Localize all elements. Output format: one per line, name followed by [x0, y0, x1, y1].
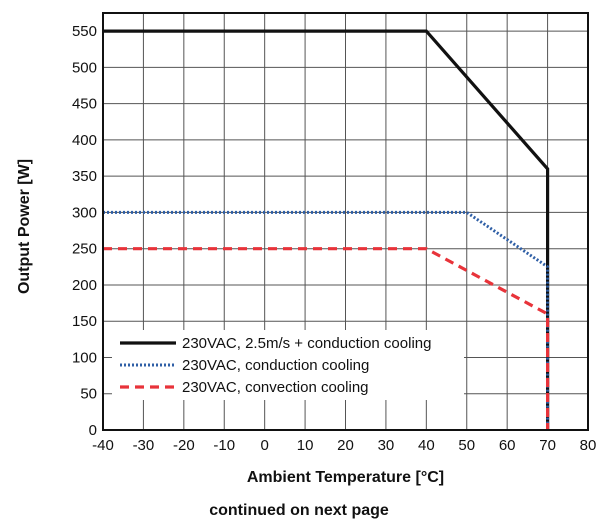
x-tick-label: 70 [539, 437, 556, 454]
x-tick-label: -40 [92, 437, 114, 454]
x-tick-label: -20 [173, 437, 195, 454]
x-tick-label: 60 [499, 437, 516, 454]
y-tick-label: 500 [72, 59, 97, 76]
x-tick-label: -30 [133, 437, 155, 454]
x-tick-label: 50 [458, 437, 475, 454]
y-tick-label: 50 [80, 386, 97, 403]
y-tick-label: 400 [72, 132, 97, 149]
y-tick-label: 300 [72, 204, 97, 221]
series-line-2 [103, 210, 550, 430]
legend-label-3: 230VAC, convection cooling [182, 379, 369, 396]
y-tick-label: 450 [72, 96, 97, 113]
y-tick-labels: 0 50 100 150 200 250 300 350 400 450 500 550 [72, 23, 97, 439]
x-axis-label: Ambient Temperature [°C] [247, 469, 444, 486]
legend: 230VAC, 2.5m/s + conduction cooling 230VA… [112, 330, 464, 400]
continued-note: continued on next page [209, 502, 389, 519]
x-tick-label: 80 [580, 437, 597, 454]
plot-frame [102, 12, 589, 431]
y-tick-label: 550 [72, 23, 97, 40]
x-tick-label: 30 [378, 437, 395, 454]
y-tick-label: 0 [89, 422, 97, 439]
y-tick-label: 200 [72, 277, 97, 294]
y-axis-label: Output Power [W] [16, 159, 33, 294]
series-line-3 [103, 247, 550, 430]
y-tick-label: 250 [72, 241, 97, 258]
y-tick-label: 350 [72, 168, 97, 185]
x-tick-label: 10 [297, 437, 314, 454]
y-tick-label: 150 [72, 313, 97, 330]
series-lines [103, 29, 550, 430]
x-tick-label: 0 [260, 437, 268, 454]
x-tick-labels: -40 -30 -20 -10 0 10 20 30 40 50 60 70 80 [92, 437, 596, 454]
legend-label-1: 230VAC, 2.5m/s + conduction cooling [182, 335, 431, 352]
x-tick-label: -10 [213, 437, 235, 454]
x-tick-label: 20 [337, 437, 354, 454]
legend-label-2: 230VAC, conduction cooling [182, 357, 369, 374]
y-tick-label: 100 [72, 349, 97, 366]
x-tick-label: 40 [418, 437, 435, 454]
